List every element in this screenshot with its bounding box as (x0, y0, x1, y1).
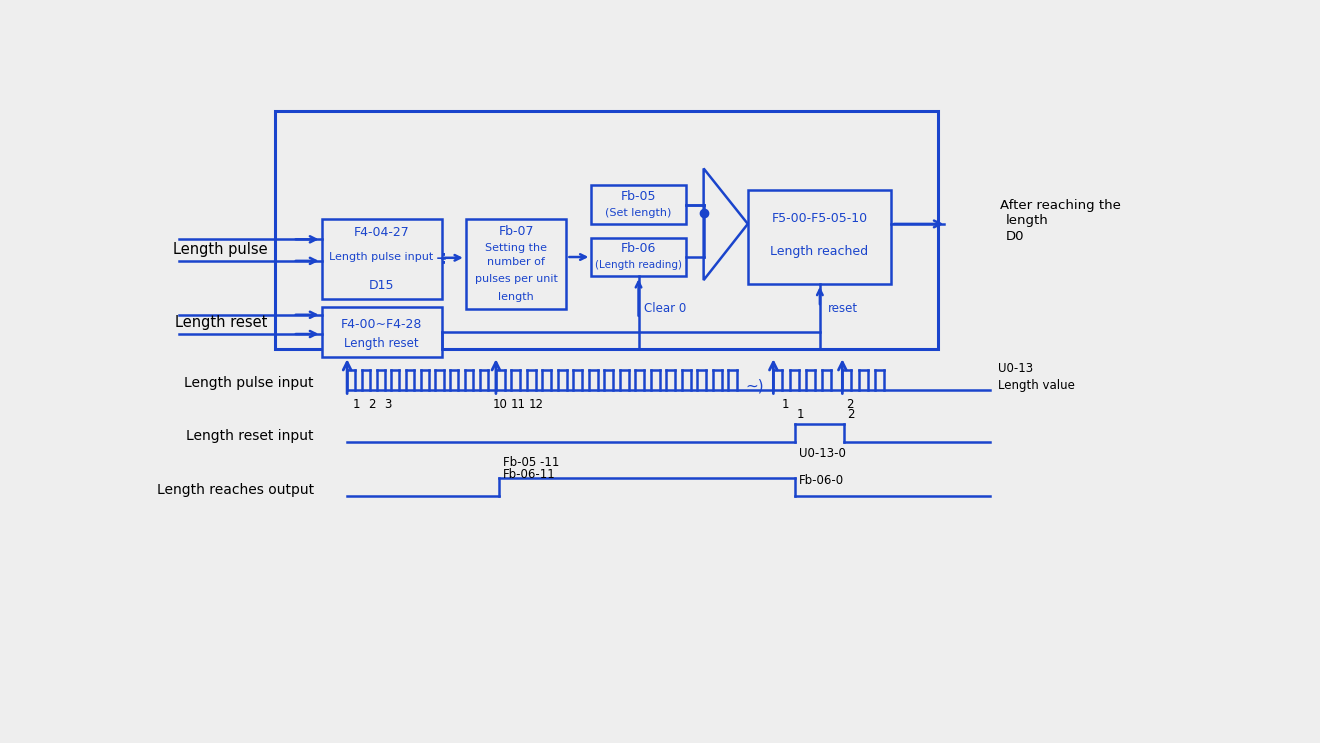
Text: 2: 2 (368, 398, 376, 411)
FancyBboxPatch shape (591, 186, 686, 224)
Text: Length value: Length value (998, 379, 1074, 392)
Text: 3: 3 (384, 398, 391, 411)
Text: number of: number of (487, 257, 545, 267)
Text: Length reset input: Length reset input (186, 429, 314, 443)
Text: (Length reading): (Length reading) (595, 261, 682, 270)
Text: After reaching the: After reaching the (1001, 199, 1121, 212)
Text: Length pulse input: Length pulse input (185, 375, 314, 389)
Text: length: length (498, 292, 535, 302)
Text: Length pulse: Length pulse (173, 241, 268, 257)
Text: (Set length): (Set length) (606, 208, 672, 218)
Text: 12: 12 (529, 398, 544, 411)
Text: Length reached: Length reached (771, 244, 869, 258)
Text: D0: D0 (1006, 230, 1024, 243)
Text: 2: 2 (846, 398, 854, 411)
Text: length: length (1006, 214, 1048, 227)
Text: F5-00-F5-05-10: F5-00-F5-05-10 (771, 212, 867, 224)
FancyBboxPatch shape (322, 218, 442, 299)
Text: Setting the: Setting the (484, 243, 546, 253)
Text: Length pulse input: Length pulse input (330, 253, 434, 262)
Text: Fb-05: Fb-05 (620, 189, 656, 203)
Text: 2: 2 (847, 409, 854, 421)
Text: 1: 1 (797, 409, 804, 421)
Text: U0-13: U0-13 (998, 362, 1034, 375)
Text: Clear 0: Clear 0 (644, 302, 686, 315)
Text: ~): ~) (746, 379, 764, 394)
Text: reset: reset (828, 302, 858, 315)
Text: ÷: ÷ (436, 247, 453, 267)
Text: Fb-06: Fb-06 (620, 242, 656, 255)
Text: 11: 11 (511, 398, 525, 411)
Text: F4-00~F4-28: F4-00~F4-28 (341, 318, 422, 331)
FancyBboxPatch shape (748, 190, 891, 284)
Text: 10: 10 (494, 398, 508, 411)
FancyBboxPatch shape (466, 218, 566, 308)
Text: Fb-07: Fb-07 (499, 225, 533, 238)
FancyBboxPatch shape (591, 238, 686, 276)
Text: U0-13-0: U0-13-0 (799, 447, 846, 460)
Text: pulses per unit: pulses per unit (475, 273, 557, 284)
Text: 1: 1 (352, 398, 360, 411)
Text: F4-04-27: F4-04-27 (354, 226, 409, 239)
FancyBboxPatch shape (275, 111, 937, 349)
FancyBboxPatch shape (322, 307, 442, 357)
Text: Length reset: Length reset (174, 315, 267, 330)
Text: D15: D15 (368, 279, 395, 292)
Text: Fb-06-0: Fb-06-0 (799, 474, 843, 487)
Text: Fb-06-11: Fb-06-11 (503, 467, 556, 481)
Text: Fb-05 -11: Fb-05 -11 (503, 456, 560, 469)
Text: 1: 1 (781, 398, 789, 411)
Text: Length reset: Length reset (345, 337, 418, 350)
Text: Length reaches output: Length reaches output (157, 484, 314, 497)
